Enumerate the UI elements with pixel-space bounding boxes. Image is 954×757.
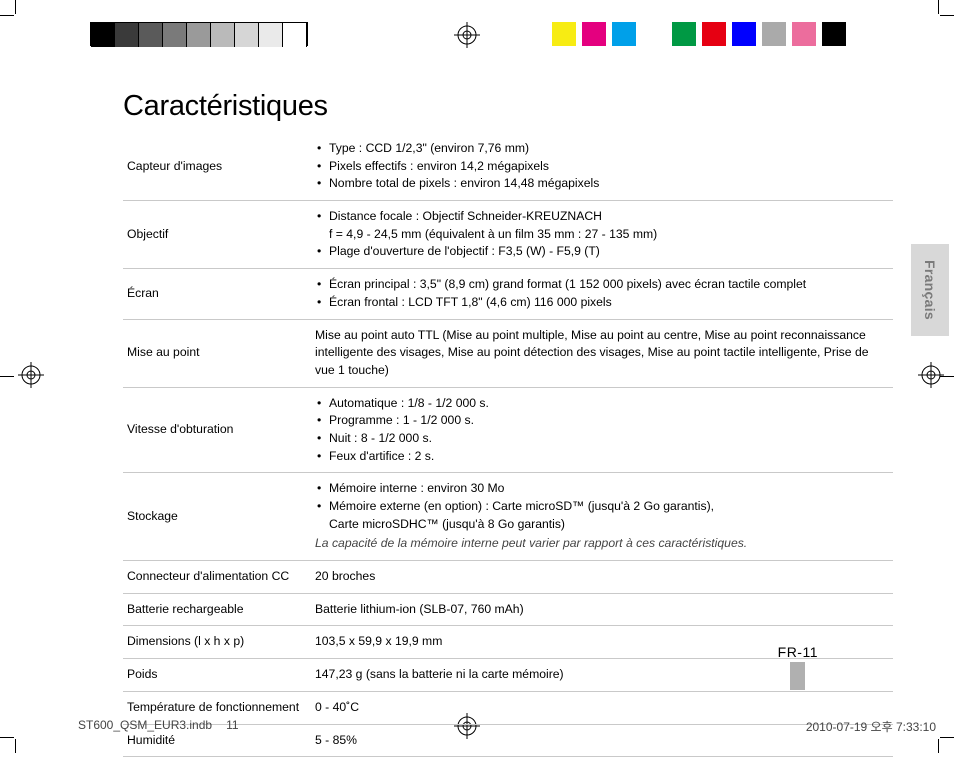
registration-mark-left (18, 362, 44, 388)
spec-label: Écran (123, 269, 311, 319)
spec-row: Batterie rechargeableBatterie lithium-io… (123, 593, 893, 626)
spec-bullet: Plage d'ouverture de l'objectif : F3,5 (… (315, 243, 887, 261)
spec-bullet: Mémoire interne : environ 30 Mo (315, 480, 887, 498)
spec-label: Batterie rechargeable (123, 593, 311, 626)
swatch (91, 23, 115, 47)
spec-row: Capteur d'imagesType : CCD 1/2,3" (envir… (123, 133, 893, 201)
spec-label: Mise au point (123, 319, 311, 387)
spec-label: Poids (123, 659, 311, 692)
swatch (259, 23, 283, 47)
registration-mark-right (918, 362, 944, 388)
swatch (702, 22, 726, 46)
spec-bullet: Distance focale : Objectif Schneider-KRE… (315, 208, 887, 243)
spec-bullet: Nombre total de pixels : environ 14,48 m… (315, 175, 887, 193)
spec-value: Batterie lithium-ion (SLB-07, 760 mAh) (311, 593, 893, 626)
spec-row: StockageMémoire interne : environ 30 MoM… (123, 473, 893, 561)
swatch (672, 22, 696, 46)
spec-bullet: Automatique : 1/8 - 1/2 000 s. (315, 395, 887, 413)
swatch (762, 22, 786, 46)
spec-label: Connecteur d'alimentation CC (123, 561, 311, 594)
registration-mark-top (454, 22, 480, 48)
swatch (115, 23, 139, 47)
spec-bullet: Feux d'artifice : 2 s. (315, 448, 887, 466)
color-swatches (552, 22, 852, 46)
spec-value: Mise au point auto TTL (Mise au point mu… (311, 319, 893, 387)
swatch (642, 22, 666, 46)
spec-bullet: Écran frontal : LCD TFT 1,8" (4,6 cm) 11… (315, 294, 887, 312)
print-slug: ST600_QSM_EUR3.indb 11 2010-07-19 오후 7:3… (78, 718, 936, 735)
spec-row: Vitesse d'obturationAutomatique : 1/8 - … (123, 387, 893, 473)
spec-value: Écran principal : 3,5" (8,9 cm) grand fo… (311, 269, 893, 319)
page-bar-icon (790, 662, 805, 690)
spec-bullet: Type : CCD 1/2,3" (environ 7,76 mm) (315, 140, 887, 158)
grayscale-swatches (90, 22, 308, 46)
spec-label: Capteur d'images (123, 133, 311, 201)
swatch (582, 22, 606, 46)
spec-bullet: Mémoire externe (en option) : Carte micr… (315, 498, 887, 533)
slug-file: ST600_QSM_EUR3.indb (78, 718, 212, 735)
language-tab-label: Français (922, 260, 938, 320)
spec-bullet: Pixels effectifs : environ 14,2 mégapixe… (315, 158, 887, 176)
page-footer: FR-11 (778, 644, 818, 690)
spec-bullet: Écran principal : 3,5" (8,9 cm) grand fo… (315, 276, 887, 294)
spec-row: Mise au pointMise au point auto TTL (Mis… (123, 319, 893, 387)
spec-label: Vitesse d'obturation (123, 387, 311, 473)
swatch (732, 22, 756, 46)
slug-datetime: 2010-07-19 오후 7:33:10 (806, 718, 936, 735)
spec-row: ObjectifDistance focale : Objectif Schne… (123, 201, 893, 269)
spec-row: Connecteur d'alimentation CC20 broches (123, 561, 893, 594)
swatch (612, 22, 636, 46)
slug-page: 11 (226, 718, 238, 735)
swatch (163, 23, 187, 47)
spec-value: Automatique : 1/8 - 1/2 000 s.Programme … (311, 387, 893, 473)
swatch (822, 22, 846, 46)
spec-value: Distance focale : Objectif Schneider-KRE… (311, 201, 893, 269)
page-title: Caractéristiques (123, 90, 893, 123)
spec-value: 20 broches (311, 561, 893, 594)
page-number: FR-11 (778, 644, 818, 660)
spec-note: La capacité de la mémoire interne peut v… (315, 535, 887, 553)
spec-value: Type : CCD 1/2,3" (environ 7,76 mm)Pixel… (311, 133, 893, 201)
spec-label: Stockage (123, 473, 311, 561)
swatch (187, 23, 211, 47)
swatch (235, 23, 259, 47)
spec-bullet: Nuit : 8 - 1/2 000 s. (315, 430, 887, 448)
spec-label: Dimensions (l x h x p) (123, 626, 311, 659)
swatch (792, 22, 816, 46)
swatch (211, 23, 235, 47)
swatch (552, 22, 576, 46)
spec-row: ÉcranÉcran principal : 3,5" (8,9 cm) gra… (123, 269, 893, 319)
spec-value: Mémoire interne : environ 30 MoMémoire e… (311, 473, 893, 561)
spec-label: Objectif (123, 201, 311, 269)
language-tab: Français (911, 244, 949, 336)
swatch (283, 23, 307, 47)
spec-bullet: Programme : 1 - 1/2 000 s. (315, 412, 887, 430)
swatch (139, 23, 163, 47)
